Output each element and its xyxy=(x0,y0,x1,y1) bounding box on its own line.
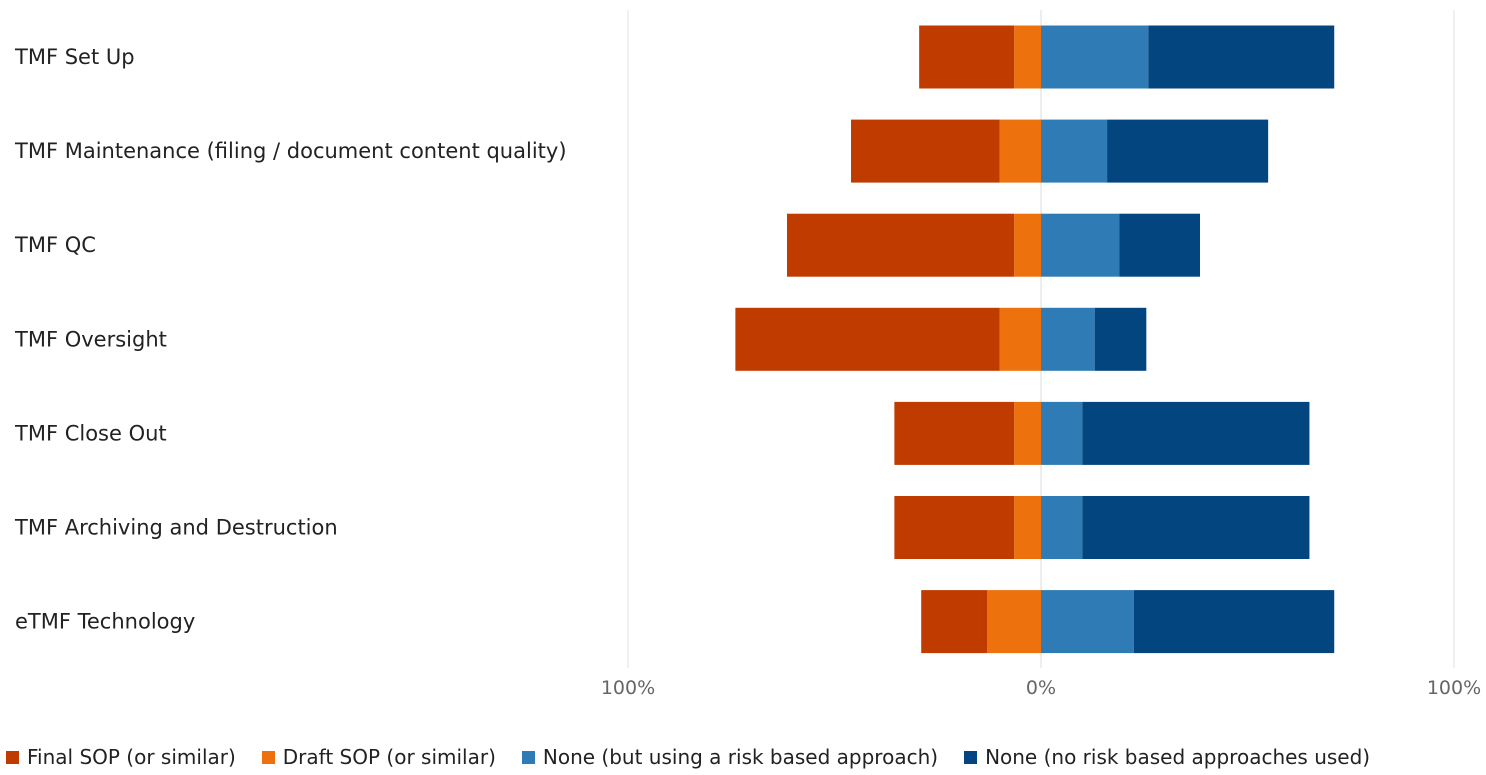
bar-segment xyxy=(851,119,1000,183)
category-label: TMF Set Up xyxy=(14,45,135,69)
tick-label: 0% xyxy=(1026,677,1056,699)
category-label: TMF Oversight xyxy=(14,327,167,351)
category-label: TMF QC xyxy=(14,233,96,257)
bar-segment xyxy=(919,25,1015,89)
bar-segment xyxy=(1094,307,1147,371)
bar-segment xyxy=(1119,213,1201,277)
bar-segment xyxy=(999,307,1041,371)
bar-segment xyxy=(1082,496,1310,559)
category-label: eTMF Technology xyxy=(15,610,195,634)
bar-segment xyxy=(1041,119,1108,183)
bar-segment xyxy=(1133,590,1335,654)
legend-label: None (no risk based approaches used) xyxy=(985,745,1371,769)
bar-segment xyxy=(1014,213,1041,277)
bar-segment xyxy=(1148,25,1335,89)
legend-swatch xyxy=(521,750,535,764)
legend-swatch xyxy=(964,750,978,764)
bar-segment xyxy=(1041,496,1083,559)
category-label: TMF Archiving and Destruction xyxy=(14,516,338,540)
legend-label: None (but using a risk based approach) xyxy=(542,745,939,769)
legend-item: Draft SOP (or similar) xyxy=(261,745,496,769)
bar-segment xyxy=(1014,401,1041,465)
bar-segment xyxy=(787,213,1015,277)
chart-canvas: TMF Set Up TMF Maintenance (filing / docu… xyxy=(14,10,1481,699)
legend-item: Final SOP (or similar) xyxy=(6,745,236,769)
bar-segment xyxy=(1041,307,1095,371)
bar-segment xyxy=(987,590,1041,654)
legend-item: None (no risk based approaches used) xyxy=(964,745,1370,769)
tick-label: 100% xyxy=(601,677,655,699)
category-label: TMF Close Out xyxy=(14,421,167,445)
tick-label: 100% xyxy=(1427,677,1481,699)
bar-segment xyxy=(1014,496,1041,559)
bar-segment xyxy=(1041,25,1149,89)
bar-segment xyxy=(921,590,988,654)
bar-segment xyxy=(1041,401,1083,465)
bar-segment xyxy=(894,401,1015,465)
bar-segment xyxy=(735,307,1000,371)
bar-segment xyxy=(1041,590,1134,654)
bar-segment xyxy=(894,496,1015,559)
legend-swatch xyxy=(6,750,19,764)
legend-label: Final SOP (or similar) xyxy=(27,745,236,769)
legend: Final SOP (or similar) Draft SOP (or simi… xyxy=(6,745,1396,769)
legend-swatch xyxy=(261,750,275,764)
legend-item: None (but using a risk based approach) xyxy=(521,745,939,769)
bar-segment xyxy=(1014,25,1041,89)
bar-segment xyxy=(1041,213,1120,277)
bar-segment xyxy=(999,119,1041,183)
legend-label: Draft SOP (or similar) xyxy=(282,745,496,769)
bar-segment xyxy=(1082,401,1310,465)
category-label: TMF Maintenance (filing / document conte… xyxy=(14,139,567,163)
bar-segment xyxy=(1107,119,1269,183)
